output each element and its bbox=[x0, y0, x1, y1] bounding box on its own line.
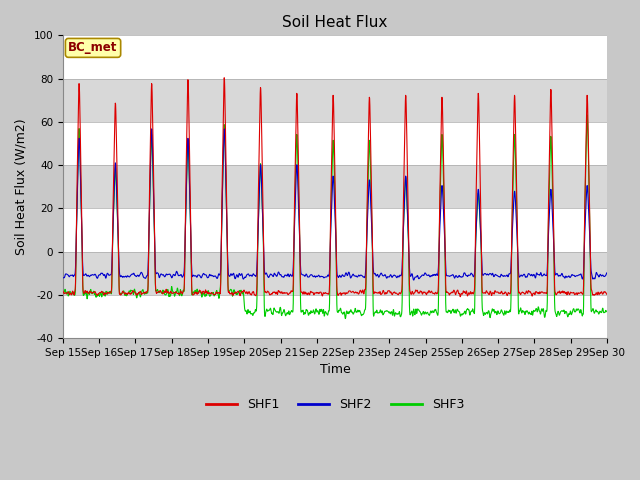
Bar bbox=[63, 252, 607, 295]
Y-axis label: Soil Heat Flux (W/m2): Soil Heat Flux (W/m2) bbox=[15, 119, 28, 255]
X-axis label: Time: Time bbox=[319, 363, 350, 376]
Bar bbox=[63, 295, 607, 338]
Bar bbox=[63, 122, 607, 165]
Bar bbox=[63, 208, 607, 252]
Bar bbox=[63, 79, 607, 122]
Bar bbox=[63, 165, 607, 208]
Bar bbox=[63, 36, 607, 79]
Legend: SHF1, SHF2, SHF3: SHF1, SHF2, SHF3 bbox=[201, 393, 469, 416]
Title: Soil Heat Flux: Soil Heat Flux bbox=[282, 15, 388, 30]
Text: BC_met: BC_met bbox=[68, 41, 118, 54]
